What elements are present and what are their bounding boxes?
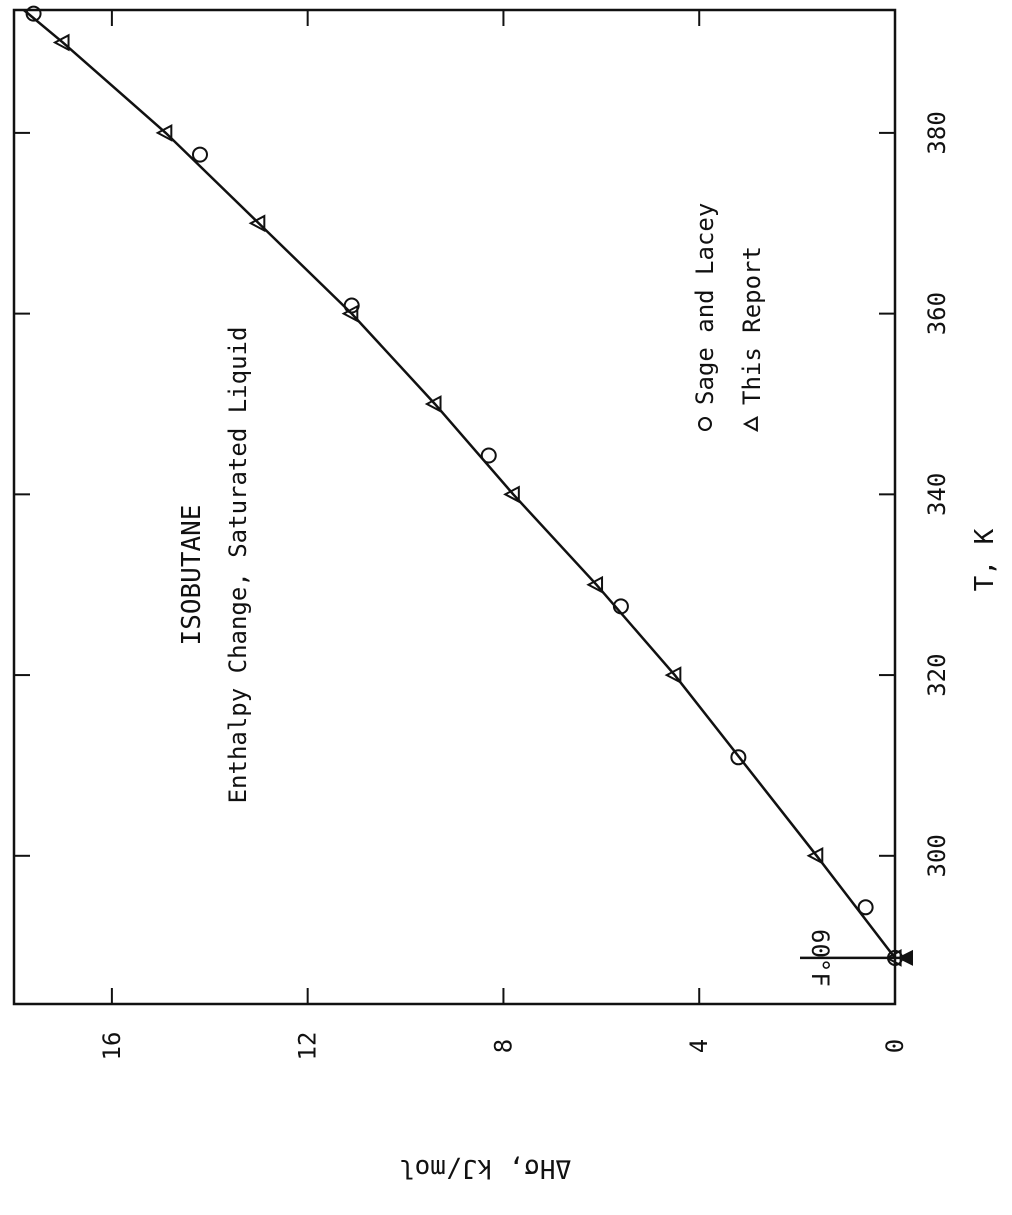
plot-frame bbox=[12, 8, 897, 1006]
y-tick-label: 16 bbox=[98, 1032, 126, 1061]
point-sage-and-lacey bbox=[730, 749, 747, 766]
x-tick-label: 360 bbox=[923, 292, 951, 335]
point-sage-and-lacey bbox=[191, 146, 208, 163]
chart-subtitle: Enthalpy Change, Saturated Liquid bbox=[224, 327, 252, 804]
fit-line bbox=[22, 9, 896, 959]
y-tick-label: 0 bbox=[881, 1039, 909, 1053]
point-this-report bbox=[424, 395, 442, 413]
y-tick-label: 12 bbox=[294, 1032, 322, 1061]
point-sage-and-lacey bbox=[857, 899, 874, 916]
annotation-60f: 60°F bbox=[806, 929, 834, 987]
plot-area: 300 320 340 360 380 0 4 8 12 16 T, K ΔHσ, kJ/mol ISO… bbox=[12, 5, 1000, 1183]
y-tick-label: 4 bbox=[685, 1039, 713, 1053]
point-this-report bbox=[586, 575, 604, 594]
x-axis-label: T, K bbox=[970, 528, 1000, 591]
point-this-report bbox=[248, 214, 266, 233]
chart-title: ISOBUTANE bbox=[177, 505, 207, 646]
x-tick-label: 380 bbox=[923, 111, 951, 154]
point-this-report bbox=[52, 33, 70, 52]
point-sage-and-lacey bbox=[480, 447, 497, 464]
y-tick-label: 8 bbox=[489, 1039, 517, 1053]
point-sage-and-lacey bbox=[25, 5, 42, 22]
point-this-report bbox=[664, 666, 682, 684]
x-tick-label: 320 bbox=[923, 653, 951, 696]
annotation-arrow-head bbox=[897, 949, 913, 966]
point-this-report bbox=[806, 846, 824, 865]
legend-marker-circle bbox=[698, 417, 712, 431]
legend-label-this-report: This Report bbox=[738, 246, 766, 405]
point-this-report bbox=[503, 485, 520, 504]
point-this-report bbox=[341, 304, 359, 323]
x-tick-label: 300 bbox=[923, 834, 951, 877]
legend-label-sage-and-lacey: Sage and Lacey bbox=[691, 203, 719, 405]
point-sage-and-lacey bbox=[343, 297, 360, 314]
point-sage-and-lacey bbox=[612, 598, 629, 615]
legend-marker-triangle bbox=[742, 416, 758, 432]
y-axis-label: ΔHσ, kJ/mol bbox=[399, 1153, 571, 1183]
point-this-report bbox=[155, 124, 173, 142]
x-tick-label: 340 bbox=[923, 473, 951, 516]
